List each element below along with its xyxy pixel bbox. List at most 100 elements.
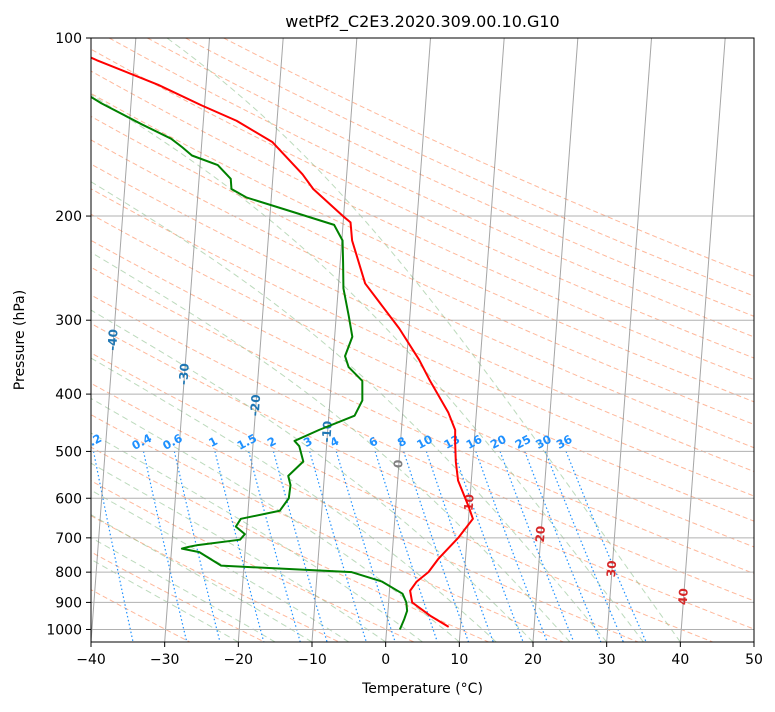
line-labels: -100-90-80-70-60-50-40-30-20-10010203040… xyxy=(33,287,691,606)
dry-adiabat-line xyxy=(91,589,191,642)
y-tick-label: 800 xyxy=(55,565,82,581)
moist-adiabat-line xyxy=(91,537,276,642)
mixing-ratio-label: 10 xyxy=(414,432,435,452)
y-tick-label: 300 xyxy=(55,313,82,329)
isotherm-line xyxy=(385,38,432,642)
isotherm-line xyxy=(91,38,137,642)
dry-adiabat-line xyxy=(91,515,340,642)
dry-adiabat-line xyxy=(91,266,754,575)
mixing-ratio-label: 30 xyxy=(533,432,554,452)
dry-adiabat-line xyxy=(108,38,754,338)
isotherm-label: 30 xyxy=(604,560,619,578)
isotherm-line xyxy=(606,38,653,642)
mixing-ratio-label: 36 xyxy=(554,432,575,452)
moist-adiabat-line xyxy=(91,309,534,642)
y-axis-label: Pressure (hPa) xyxy=(12,290,28,390)
mixing-ratio-line xyxy=(92,451,134,642)
x-tick-label: −30 xyxy=(150,652,180,668)
x-tick-label: −40 xyxy=(76,652,106,668)
mixing-ratio-line xyxy=(142,451,188,642)
mixing-ratio-line xyxy=(475,451,548,642)
isotherm-line xyxy=(458,38,505,642)
mixing-ratio-label: 4 xyxy=(328,434,342,450)
dry-adiabat-line xyxy=(91,115,754,426)
mixing-ratio-line xyxy=(453,451,524,642)
mixing-ratio-label: 25 xyxy=(513,432,534,452)
moist-adiabat-line xyxy=(91,357,497,642)
profile-series xyxy=(91,56,474,630)
y-tick-label: 400 xyxy=(55,387,82,403)
mixing-ratio-line xyxy=(272,451,328,642)
y-tick-label: 500 xyxy=(55,444,82,460)
mixing-ratio-label: 0.1 xyxy=(33,431,58,453)
mixing-ratio-line xyxy=(335,451,396,642)
moist-adiabat-line xyxy=(91,397,460,642)
dry-adiabat-line xyxy=(91,294,754,602)
y-tick-label: 600 xyxy=(55,491,82,507)
x-tick-label: 30 xyxy=(598,652,616,668)
plot-frame xyxy=(90,37,755,643)
moist-adiabat-line xyxy=(91,432,423,642)
mixing-ratio-label: 1 xyxy=(206,434,220,450)
isotherm-label: 0 xyxy=(391,459,406,468)
isotherm-line xyxy=(237,38,284,642)
isotherm-line xyxy=(164,38,211,642)
mixing-ratio-line xyxy=(403,451,470,642)
mixing-ratio-label: 1.5 xyxy=(235,431,260,453)
temperature-profile-line xyxy=(91,56,474,628)
mixing-ratio-label: 13 xyxy=(442,432,463,452)
background-lines xyxy=(91,38,754,642)
isotherm-label: -40 xyxy=(105,329,121,352)
x-axis-label: Temperature (°C) xyxy=(361,681,483,697)
y-tick-label: 100 xyxy=(55,31,82,47)
moist-adiabat-line xyxy=(91,462,386,642)
mixing-ratio-label: 0.4 xyxy=(129,431,154,453)
mixing-ratio-label: 6 xyxy=(366,434,380,450)
mixing-ratio-label: 20 xyxy=(488,432,509,452)
mixing-ratio-line xyxy=(544,451,624,642)
dry-adiabat-line xyxy=(91,48,754,359)
mixing-ratio-label: 0.2 xyxy=(79,431,104,453)
mixing-ratio-label: 2 xyxy=(265,434,279,450)
y-tick-label: 1000 xyxy=(46,622,82,638)
dry-adiabat-line xyxy=(91,446,489,642)
isotherm-line xyxy=(311,38,358,642)
x-tick-label: 40 xyxy=(671,652,689,668)
dewpoint-profile-line xyxy=(91,95,409,630)
moist-adiabat-line xyxy=(91,181,608,642)
isotherm-label: 20 xyxy=(533,525,548,543)
mixing-ratio-label: 16 xyxy=(464,432,485,452)
x-tick-label: 50 xyxy=(745,652,763,668)
mixing-ratio-line xyxy=(214,451,265,642)
moist-adiabat-line xyxy=(91,558,239,642)
mixing-ratio-line xyxy=(499,451,575,642)
isotherm-line xyxy=(753,635,754,642)
mixing-ratio-label: 0.6 xyxy=(160,431,185,453)
dry-adiabat-line xyxy=(91,70,754,381)
x-tick-label: 20 xyxy=(524,652,542,668)
x-tick-label: 0 xyxy=(381,652,390,668)
dry-adiabat-line xyxy=(91,239,754,548)
dry-adiabat-line xyxy=(223,38,754,277)
isotherm-label: 40 xyxy=(676,588,691,606)
isotherm-line xyxy=(679,38,726,642)
mixing-ratio-line xyxy=(374,451,438,642)
mixing-ratio-line xyxy=(173,451,221,642)
moist-adiabat-line xyxy=(91,251,571,642)
mixing-ratio-line xyxy=(565,451,647,642)
chart-title: wetPf2_C2E3.2020.309.00.10.G10 xyxy=(285,12,559,32)
moist-adiabat-line xyxy=(91,93,644,642)
dry-adiabat-line xyxy=(185,38,754,297)
x-axis: −40 −30 −20 −10 0 10 20 30 40 50 xyxy=(76,642,763,668)
x-tick-label: −20 xyxy=(224,652,254,668)
dry-adiabat-line xyxy=(91,139,754,449)
moist-adiabat-line xyxy=(166,38,681,642)
y-axis: 100 200 300 400 500 600 700 800 900 1000 xyxy=(46,31,91,638)
isotherm-label: -30 xyxy=(176,363,192,386)
y-tick-label: 700 xyxy=(55,531,82,547)
isotherm-label: -50 xyxy=(35,287,51,310)
mixing-ratio-label: 8 xyxy=(395,434,409,450)
mixing-ratio-line xyxy=(425,451,494,642)
